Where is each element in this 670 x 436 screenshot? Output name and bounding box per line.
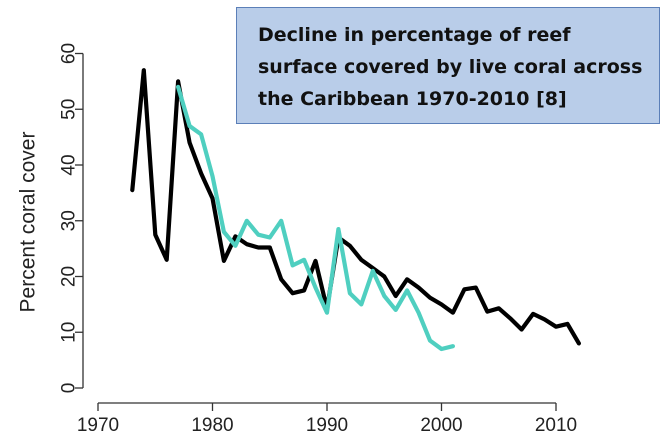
series-line-2 <box>176 84 455 352</box>
x-tick-label: 1970 <box>77 415 119 436</box>
y-tick-label: 50 <box>59 99 80 120</box>
series-line-1 <box>130 68 582 346</box>
axes: 1970 1980 1990 2000 2010 0 10 20 30 40 50 60 <box>59 43 578 436</box>
x-tick-label: 2000 <box>420 415 462 436</box>
y-tick-label: 20 <box>59 266 80 287</box>
y-tick-label: 60 <box>59 43 80 64</box>
y-tick-label: 40 <box>59 154 80 175</box>
chart-title-line-3: the Caribbean 1970-2010 [8] <box>258 88 567 110</box>
x-tick-label: 1990 <box>306 415 348 436</box>
chart-title-box: Decline in percentage of reef surface co… <box>236 7 660 124</box>
series-layer <box>130 68 582 352</box>
y-tick-label: 0 <box>59 383 80 394</box>
y-tick-label: 30 <box>59 210 80 231</box>
x-tick-label: 1980 <box>191 415 233 436</box>
chart-title-line-2: surface covered by live coral across <box>258 56 643 78</box>
y-axis-label: Percent coral cover <box>17 132 40 313</box>
chart-title-line-1: Decline in percentage of reef <box>258 24 571 46</box>
x-tick-label: 2010 <box>535 415 577 436</box>
y-tick-label: 10 <box>59 322 80 343</box>
